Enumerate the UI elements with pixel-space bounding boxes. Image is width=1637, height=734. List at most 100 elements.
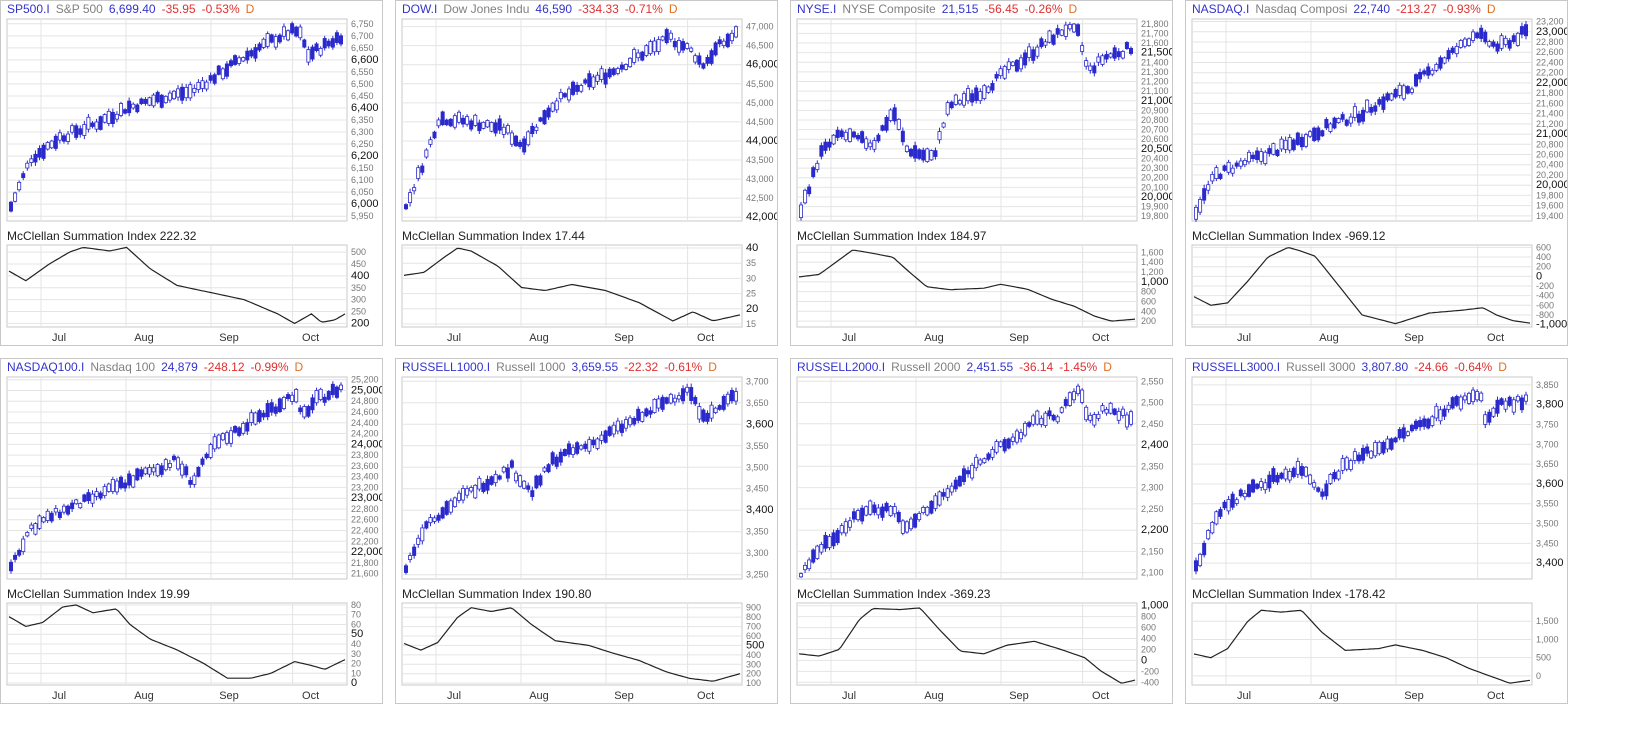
candle-body [49,512,54,522]
candle-body [1198,199,1203,213]
candle-body [518,141,523,147]
chart-panel[interactable]: RUSSELL1000.I Russell 1000 3,659.55 -22.32-… [395,358,778,704]
indicator-tick-label: 0 [351,677,357,689]
candle-body [807,186,812,195]
candle-body [290,394,295,402]
price-tick-label: 2,400 [1141,439,1169,451]
chart-panel[interactable]: RUSSELL3000.I Russell 3000 3,807.80 -24.66-… [1185,358,1568,704]
ticker-symbol[interactable]: SP500.I [7,2,50,16]
chart-panel[interactable]: NASDAQ.I Nasdaq Composi 22,740 -213.27 -0.93… [1185,0,1568,346]
price-tick-label: 3,500 [1536,519,1559,529]
price-tick-label: 23,200 [351,482,379,492]
candle-body [1214,167,1219,179]
candle-body [656,398,661,409]
candle-body [143,467,148,475]
candle-body [1324,118,1329,129]
candle-body [143,99,148,104]
month-label: Oct [697,690,714,702]
month-label: Aug [924,690,944,702]
candle-body [1014,59,1019,72]
price-tick-label: 20,800 [1536,139,1564,149]
ticker-symbol[interactable]: DOW.I [402,2,438,16]
candle-body [1002,439,1007,452]
price-change: -36.14 [1019,360,1054,374]
ticker-symbol[interactable]: RUSSELL2000.I [797,360,886,374]
candle-body [13,192,18,202]
candle-body [147,97,152,106]
price-tick-label: 3,800 [1536,399,1564,411]
price-change: -248.12 [203,360,245,374]
chart-panel[interactable]: NASDAQ100.I Nasdaq 100 24,879 -248.12 -0.99%… [0,358,383,704]
candle-body [957,475,962,487]
candle-body [33,523,38,535]
candle-body [176,88,181,98]
indicator-tick-label: 20 [746,303,758,315]
frequency-label: D [1103,360,1112,374]
candle-body [1234,162,1239,167]
price-tick-label: 21,000 [1141,95,1172,107]
candle-body [961,468,966,483]
chart-panel[interactable]: SP500.I S&P 500 6,699.40 -35.95 -0.53% D 6,750… [0,0,383,346]
candle-body [1365,99,1370,113]
price-tick-label: 2,500 [1141,398,1164,408]
candle-body [847,128,852,142]
candle-body [937,131,942,141]
candle-body [290,23,295,34]
candle-body [171,90,176,100]
price-tick-label: 45,500 [746,79,774,89]
candle-body [1393,437,1398,443]
price-tick-label: 3,300 [746,548,769,558]
chart-panel[interactable]: RUSSELL2000.I Russell 2000 2,451.55 -36.14-… [790,358,1173,704]
indicator-tick-label: 900 [746,603,761,613]
ticker-symbol[interactable]: NYSE.I [797,2,837,16]
candle-body [1413,74,1418,87]
percent-change: -0.64% [1454,360,1493,374]
month-label: Oct [1487,332,1504,344]
chart-header: NASDAQ100.I Nasdaq 100 24,879 -248.12 -0.99%… [7,360,309,374]
candle-body [224,432,229,444]
candle-body [937,491,942,506]
candle-body [571,81,576,95]
ticker-symbol[interactable]: RUSSELL3000.I [1192,360,1281,374]
candle-body [530,490,535,497]
candle-body [1336,118,1341,123]
candle-body [1356,113,1361,123]
candle-body [1515,395,1520,402]
candle-body [273,36,278,48]
ticker-symbol[interactable]: NASDAQ100.I [7,360,85,374]
candle-body [872,504,877,513]
candle-body [469,487,474,492]
candle-body [599,434,604,441]
price-tick-label: 6,600 [351,54,379,66]
chart-panel[interactable]: DOW.I Dow Jones Indu 46,590 -334.33 -0.71% D 4… [395,0,778,346]
percent-change: -0.61% [664,360,703,374]
indicator-tick-label: 600 [1141,296,1156,306]
indicator-tick-label: 1,000 [1536,634,1559,644]
price-tick-label: 25,000 [351,384,382,396]
candle-body [159,465,164,475]
candle-body [575,442,580,454]
candle-body [709,50,714,64]
candle-body [318,388,323,401]
candle-body [534,475,539,489]
price-tick-label: 21,200 [1141,77,1169,87]
candle-body [1043,412,1048,427]
candle-body [216,65,221,75]
candle-body [632,49,637,63]
ticker-symbol[interactable]: RUSSELL1000.I [402,360,491,374]
price-tick-label: 5,950 [351,211,374,221]
chart-panel[interactable]: NYSE.I NYSE Composite 21,515 -56.45 -0.26% D 2… [790,0,1173,346]
candle-body [171,455,176,461]
ticker-symbol[interactable]: NASDAQ.I [1192,2,1250,16]
indicator-tick-label: -200 [1536,281,1554,291]
candle-body [74,125,79,138]
indicator-tick-label: 70 [351,610,361,620]
indicator-tick-label: 25 [746,289,756,299]
indicator-label: McClellan Summation Index -969.12 [1192,229,1385,243]
candle-body [542,467,547,472]
candle-body [444,119,449,126]
indicator-value: 222.32 [159,229,197,243]
candle-body [1027,422,1032,427]
price-tick-label: 22,000 [1536,77,1567,89]
